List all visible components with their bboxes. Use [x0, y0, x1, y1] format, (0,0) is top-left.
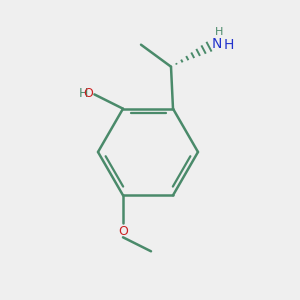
Text: H: H [215, 27, 223, 37]
Text: O: O [118, 225, 128, 238]
Text: N: N [212, 37, 222, 51]
Text: H: H [79, 87, 88, 100]
Text: O: O [83, 87, 93, 100]
Text: H: H [224, 38, 234, 52]
